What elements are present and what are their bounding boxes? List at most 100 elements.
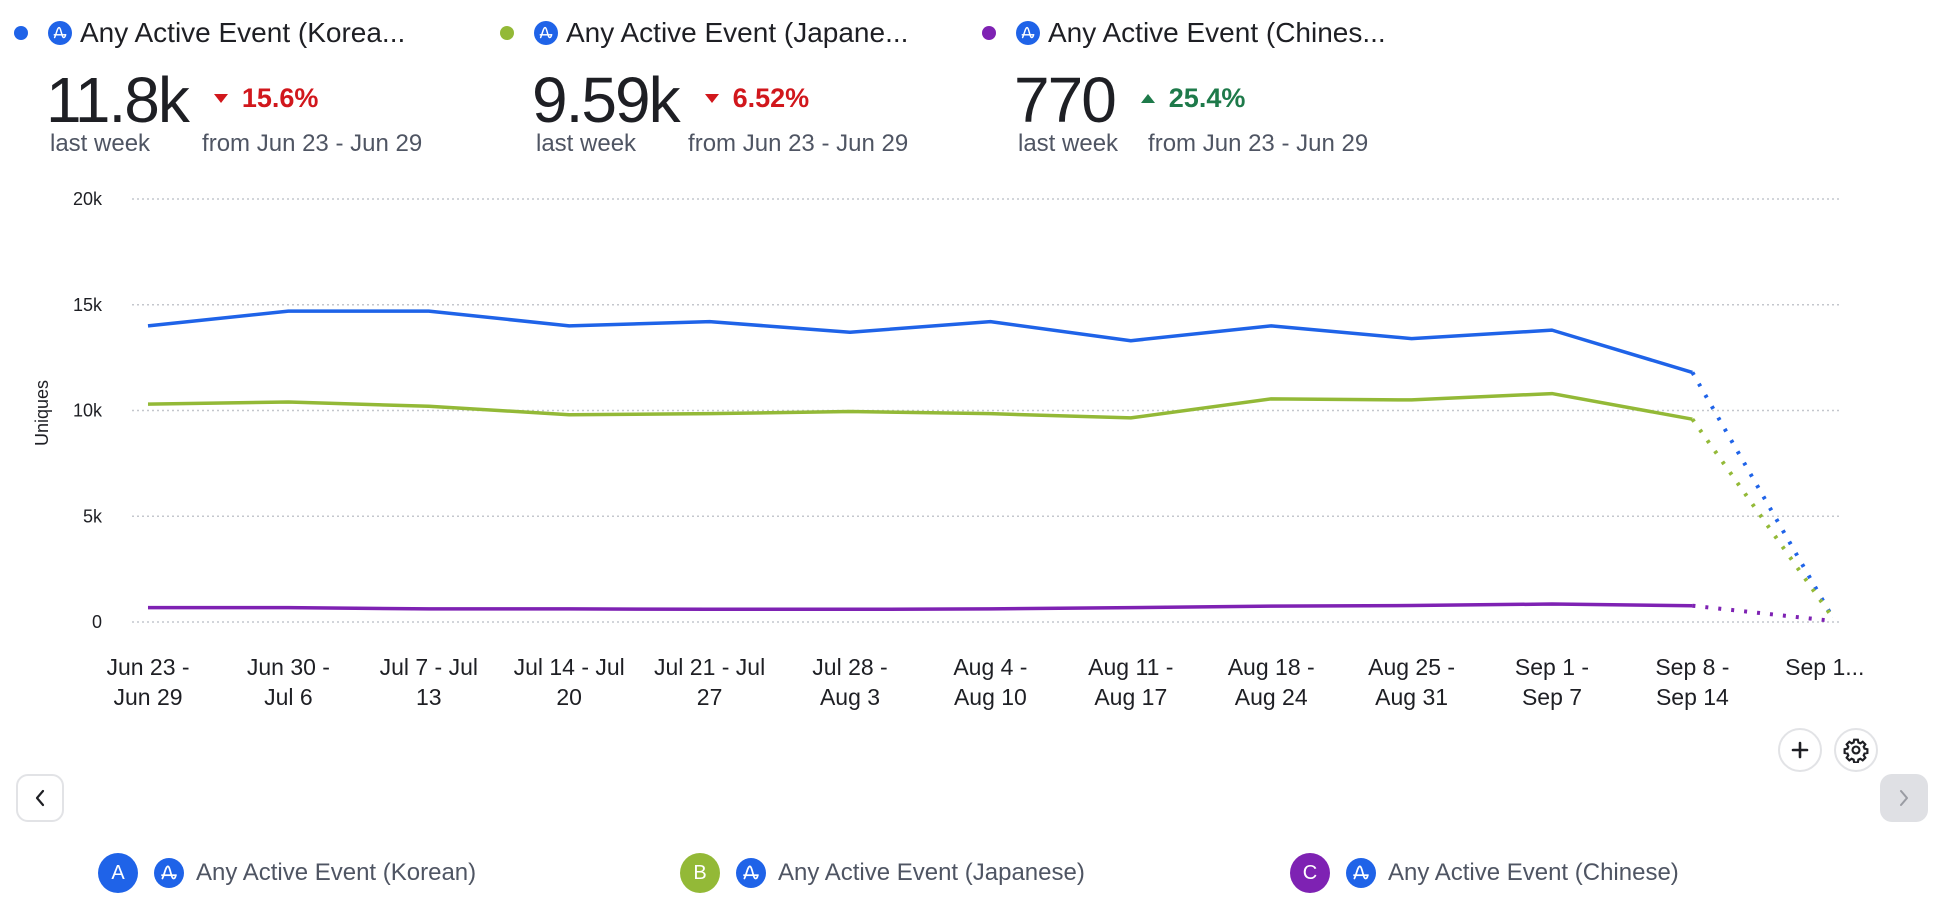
y-axis-title: Uniques xyxy=(32,380,52,446)
x-tick-label-line: 27 xyxy=(697,684,723,710)
x-tick-label-line: Jun 30 - xyxy=(247,654,330,680)
y-axis: 0 5k 10k 15k 20k xyxy=(73,189,103,632)
legend-label: Any Active Event (Japanese) xyxy=(778,859,1085,886)
x-tick-label: Jul 7 - Jul 13 xyxy=(380,654,478,710)
x-tick-label-line: 13 xyxy=(416,684,442,710)
kpi-change: 15.6% xyxy=(213,83,319,114)
line-chart: 0 5k 10k 15k 20k Uniques Jun 23 - Jun 29 Jun 3… xyxy=(32,189,1864,710)
legend-item[interactable]: C Any Active Event (Chinese) xyxy=(1290,853,1679,893)
kpi-value: 11.8k xyxy=(46,64,190,136)
kpi-value: 9.59k xyxy=(532,64,681,136)
x-tick-label-line: Jun 23 - xyxy=(106,654,189,680)
x-tick-label-line: Jul 28 - xyxy=(812,654,887,680)
amplitude-event-icon xyxy=(154,858,184,888)
series-badge: B xyxy=(680,853,720,893)
x-tick-label-line: Jul 21 - Jul xyxy=(654,654,765,680)
amplitude-event-icon xyxy=(48,21,72,45)
next-button[interactable] xyxy=(1880,774,1928,822)
legend-item[interactable]: B Any Active Event (Japanese) xyxy=(680,853,1085,893)
kpi-card: Any Active Event (Japane... 9.59k 6.52% … xyxy=(500,14,908,158)
kpi-title: Any Active Event (Chines... xyxy=(1048,17,1386,48)
x-tick-label-line: Aug 10 xyxy=(954,684,1027,710)
kpi-period: last week xyxy=(536,130,637,157)
amplitude-event-icon xyxy=(1346,858,1376,888)
x-tick-label: Aug 11 - Aug 17 xyxy=(1088,654,1173,710)
y-tick-label: 10k xyxy=(73,401,103,421)
legend-label: Any Active Event (Chinese) xyxy=(1388,859,1679,886)
kpi-period: last week xyxy=(1018,130,1119,157)
x-tick-label: Jun 23 - Jun 29 xyxy=(106,654,189,710)
series-color-dot xyxy=(982,26,996,40)
x-tick-label-line: Aug 18 - xyxy=(1228,654,1315,680)
x-tick-label: Aug 25 - Aug 31 xyxy=(1368,654,1455,710)
series-color-dot xyxy=(14,26,28,40)
x-axis: Jun 23 - Jun 29 Jun 30 - Jul 6 Jul 7 - Jul 13… xyxy=(106,654,1864,710)
kpi-compare: from Jun 23 - Jun 29 xyxy=(1148,130,1369,157)
x-tick-label: Sep 8 - Sep 14 xyxy=(1655,654,1729,710)
kpi-card: Any Active Event (Korea... 11.8k 15.6% l… xyxy=(14,14,422,158)
x-tick-label-line: Jul 14 - Jul xyxy=(514,654,625,680)
kpi-period: last week xyxy=(50,130,151,157)
plus-icon xyxy=(1791,741,1809,759)
triangle-down-icon xyxy=(213,94,228,103)
x-tick-label: Jul 14 - Jul 20 xyxy=(514,654,625,710)
kpi-header[interactable]: Any Active Event (Japane... xyxy=(500,14,908,52)
kpi-compare: from Jun 23 - Jun 29 xyxy=(202,130,423,157)
kpi-change-value: 25.4% xyxy=(1168,83,1246,113)
x-tick-label-line: Jul 7 - Jul xyxy=(380,654,478,680)
legend-label: Any Active Event (Korean) xyxy=(196,859,477,886)
y-tick-label: 15k xyxy=(73,295,103,315)
series-incomplete-segment xyxy=(1690,371,1835,619)
x-tick-label-line: Sep 1... xyxy=(1785,654,1864,680)
y-tick-label: 0 xyxy=(92,612,102,632)
amplitude-event-icon xyxy=(736,858,766,888)
gridlines xyxy=(132,198,1842,623)
series-line-any-active-event-japanese- xyxy=(147,391,1693,421)
kpi-title: Any Active Event (Korea... xyxy=(80,17,406,48)
x-tick-label: Jun 30 - Jul 6 xyxy=(247,654,330,710)
previous-button[interactable] xyxy=(16,774,64,822)
amplitude-event-icon xyxy=(534,21,558,45)
x-tick-label-line: Aug 24 xyxy=(1235,684,1308,710)
chevron-right-icon xyxy=(1900,790,1908,806)
y-tick-label: 20k xyxy=(73,189,103,209)
triangle-up-icon xyxy=(1140,94,1155,103)
kpi-title: Any Active Event (Japane... xyxy=(566,17,909,48)
x-tick-label-line: Jun 29 xyxy=(113,684,182,710)
series-badge: A xyxy=(98,853,138,893)
amplitude-event-icon xyxy=(1016,21,1040,45)
x-tick-label-line: 20 xyxy=(556,684,582,710)
series-lines[interactable] xyxy=(147,309,1835,623)
x-tick-label-line: Aug 25 - xyxy=(1368,654,1455,680)
x-tick-label-line: Jul 6 xyxy=(264,684,313,710)
x-tick-label-line: Sep 8 - xyxy=(1655,654,1729,680)
series-line-any-active-event-korean- xyxy=(147,309,1693,375)
x-tick-label-line: Aug 17 xyxy=(1094,684,1167,710)
kpi-change: 25.4% xyxy=(1140,83,1246,114)
chevron-left-icon xyxy=(35,789,45,807)
kpi-card: Any Active Event (Chines... 770 25.4% la… xyxy=(982,14,1386,158)
kpi-change-value: 15.6% xyxy=(241,83,319,113)
kpi-compare: from Jun 23 - Jun 29 xyxy=(688,130,909,157)
kpi-header[interactable]: Any Active Event (Korea... xyxy=(14,14,422,52)
x-tick-label-line: Sep 14 xyxy=(1656,684,1729,710)
x-tick-label-line: Aug 11 - xyxy=(1088,654,1173,680)
x-tick-label-line: Aug 4 - xyxy=(953,654,1027,680)
legend-item[interactable]: A Any Active Event (Korean) xyxy=(98,853,476,893)
add-button[interactable] xyxy=(1778,728,1822,772)
kpi-value: 770 xyxy=(1014,64,1117,136)
x-tick-label-line: Aug 3 xyxy=(820,684,880,710)
settings-button[interactable] xyxy=(1834,728,1878,772)
kpi-change: 6.52% xyxy=(704,83,810,114)
series-incomplete-segment xyxy=(1690,418,1835,619)
x-tick-label: Jul 28 - Aug 3 xyxy=(812,654,887,710)
x-tick-label-line: Aug 31 xyxy=(1375,684,1448,710)
series-badge: C xyxy=(1290,853,1330,893)
kpi-change-value: 6.52% xyxy=(732,83,810,113)
x-tick-label: Aug 4 - Aug 10 xyxy=(953,654,1027,710)
x-tick-label-line: Sep 7 xyxy=(1522,684,1582,710)
kpi-header[interactable]: Any Active Event (Chines... xyxy=(982,14,1386,52)
y-tick-label: 5k xyxy=(83,506,103,526)
gear-icon xyxy=(1843,738,1869,763)
series-line-any-active-event-chinese- xyxy=(148,602,1693,612)
